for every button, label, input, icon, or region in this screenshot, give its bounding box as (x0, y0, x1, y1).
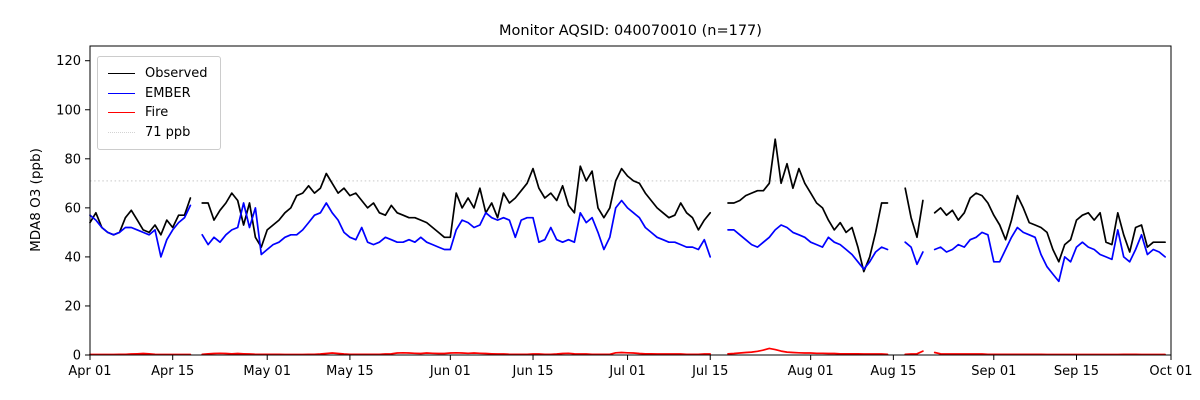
x-tick-label: May 01 (243, 364, 291, 379)
x-tick-label: Oct 01 (1149, 364, 1192, 379)
legend-entry-fire: Fire (108, 103, 208, 123)
x-tick-label: Jul 15 (691, 364, 728, 379)
y-tick-label: 0 (73, 349, 81, 364)
x-tick-label: Jun 15 (512, 364, 554, 379)
chart-title: Monitor AQSID: 040070010 (n=177) (499, 23, 762, 39)
x-tick-label: Sep 01 (971, 364, 1016, 379)
y-axis-label: MDA8 O3 (ppb) (28, 148, 44, 252)
x-tick-label: Aug 15 (870, 364, 916, 379)
y-tick-label: 80 (64, 152, 81, 167)
legend-label: EMBER (145, 85, 191, 101)
x-tick-label: Aug 01 (788, 364, 834, 379)
legend-label: Observed (145, 66, 208, 82)
line-swatch-icon (108, 92, 135, 94)
y-tick-label: 60 (64, 201, 81, 216)
line-swatch-icon (108, 112, 135, 114)
y-tick-label: 120 (56, 54, 81, 69)
x-tick-label: Jun 01 (429, 364, 471, 379)
y-tick-label: 100 (56, 103, 81, 118)
legend-entry-71-ppb: 71 ppb (108, 123, 208, 143)
line-swatch-icon (108, 73, 135, 75)
legend-label: Fire (145, 105, 169, 121)
legend-label: 71 ppb (145, 124, 191, 140)
legend-box: Observed EMBER Fire 71 ppb (97, 56, 221, 150)
y-tick-label: 40 (64, 250, 81, 265)
x-tick-label: May 15 (326, 364, 374, 379)
x-tick-label: Apr 01 (68, 364, 111, 379)
legend-entry-observed: Observed (108, 64, 208, 84)
observed-line (89, 138, 1166, 273)
x-tick-label: Sep 15 (1054, 364, 1099, 379)
x-tick-label: Jul 01 (608, 364, 645, 379)
ember-line (89, 199, 1166, 283)
fire-line (89, 347, 1166, 356)
x-tick-label: Apr 15 (151, 364, 194, 379)
dotted-line-swatch-icon (108, 131, 135, 133)
y-tick-label: 20 (64, 299, 81, 314)
legend-entry-ember: EMBER (108, 84, 208, 104)
plot-border (89, 45, 1172, 356)
